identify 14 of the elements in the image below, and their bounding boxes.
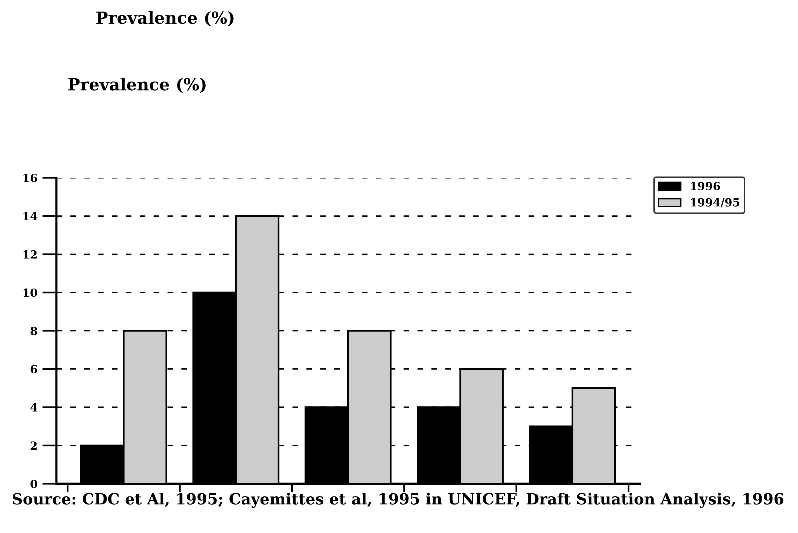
- y-tick-label: 10: [24, 288, 38, 298]
- y-tick-label: 6: [30, 365, 38, 374]
- legend-label: 1994/95: [691, 198, 740, 208]
- y-tick-label: 12: [24, 250, 37, 259]
- chart-subtitle: Prevalence (%): [68, 78, 206, 94]
- y-tick-label: 0: [30, 480, 38, 488]
- legend-label: 1996: [691, 182, 720, 191]
- y-tick-label: 4: [30, 403, 38, 412]
- y-tick-label: 8: [30, 326, 38, 336]
- y-tick-label: 16: [24, 174, 38, 182]
- chart-title: Prevalence (%): [96, 11, 234, 27]
- y-tick-label: 2: [30, 442, 37, 450]
- y-tick-label: 14: [24, 212, 38, 220]
- source-note: Source: CDC et Al, 1995; Cayemittes et al, 1995 in UNICEF, Draft Situation Analysis, 1996: [12, 493, 784, 508]
